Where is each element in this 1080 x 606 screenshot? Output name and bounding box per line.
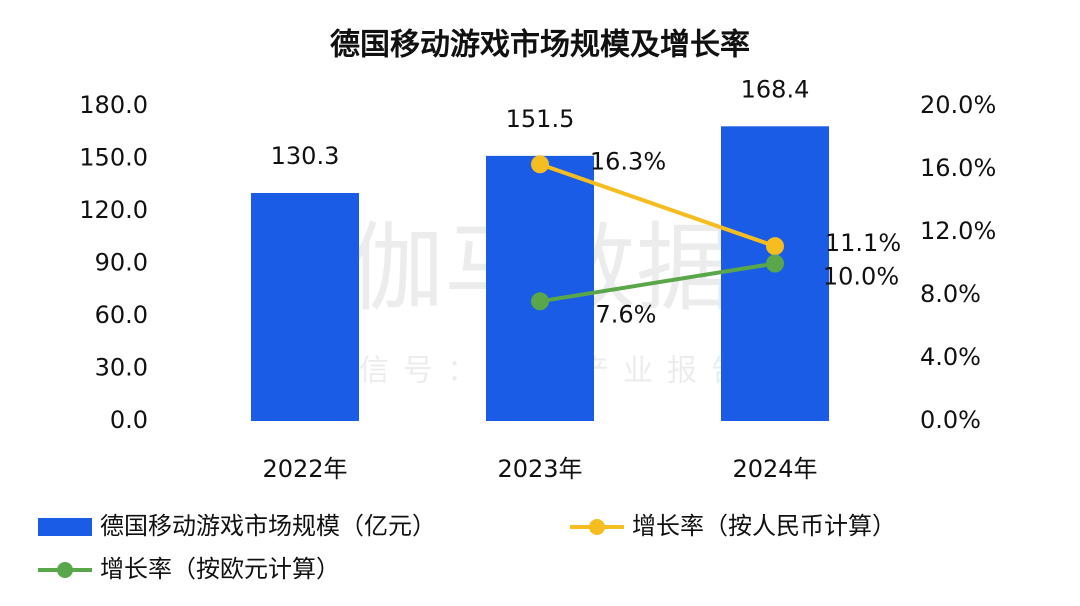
y-tick-label: 90.0	[95, 249, 148, 277]
point	[766, 237, 784, 256]
data-label: 168.4	[741, 75, 810, 103]
point	[766, 254, 784, 273]
chart-title: 德国移动游戏市场规模及增长率	[330, 28, 750, 63]
y2-tick-label: 20.0%	[920, 91, 996, 119]
y-tick-label: 60.0	[95, 301, 148, 329]
x-tick-label: 2024年	[732, 455, 817, 483]
y-tick-label: 30.0	[95, 354, 148, 382]
y2-tick-label: 0.0%	[920, 406, 981, 434]
bar	[721, 126, 829, 422]
data-label: 130.3	[271, 142, 340, 170]
x-tick-label: 2023年	[497, 455, 582, 483]
legend-swatch	[589, 519, 605, 535]
y-tick-label: 120.0	[79, 196, 148, 224]
legend-swatch	[38, 518, 92, 536]
y-tick-label: 0.0	[110, 406, 148, 434]
bar	[251, 192, 359, 421]
line	[539, 162, 776, 249]
y2-tick-label: 12.0%	[920, 217, 996, 245]
bar	[486, 155, 594, 421]
y-tick-label: 150.0	[79, 144, 148, 172]
line	[539, 261, 776, 304]
y2-tick-label: 16.0%	[920, 154, 996, 182]
legend-label: 德国移动游戏市场规模（亿元）	[100, 512, 436, 540]
x-tick-label: 2022年	[262, 455, 347, 483]
data-label: 7.6%	[596, 300, 657, 328]
data-label: 10.0%	[823, 263, 899, 291]
legend-label: 增长率（按欧元计算）	[100, 555, 340, 583]
y2-tick-label: 4.0%	[920, 343, 981, 371]
y-tick-label: 180.0	[79, 91, 148, 119]
y2-tick-label: 8.0%	[920, 280, 981, 308]
legend-swatch	[57, 562, 73, 578]
data-label: 11.1%	[825, 229, 901, 257]
point	[531, 292, 549, 311]
data-label: 151.5	[506, 105, 575, 133]
data-label: 16.3%	[590, 147, 666, 175]
point	[531, 155, 549, 174]
legend-label: 增长率（按人民币计算）	[632, 512, 896, 540]
